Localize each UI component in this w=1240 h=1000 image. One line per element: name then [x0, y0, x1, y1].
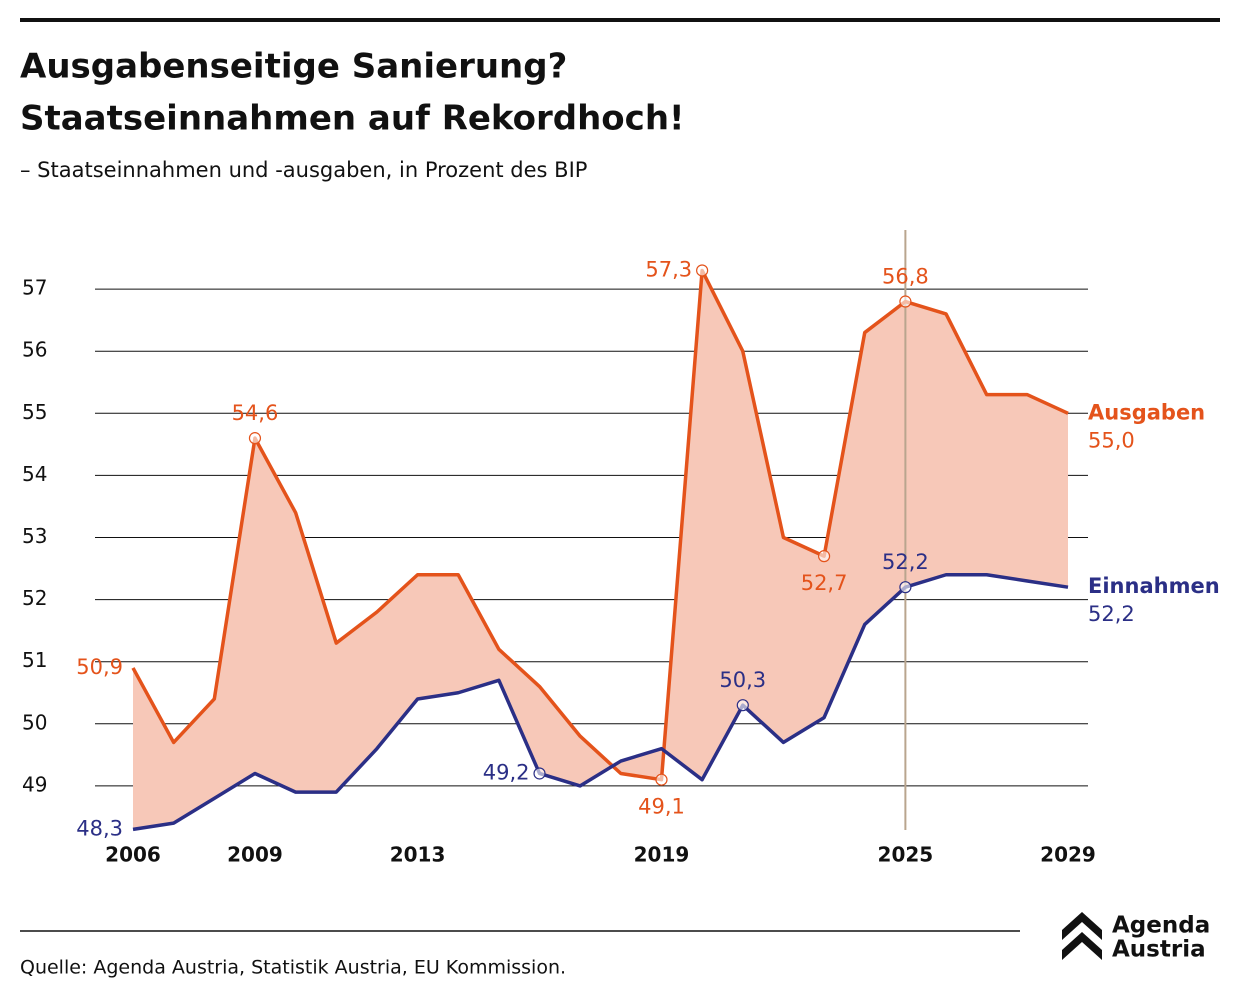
logo-text: Agenda — [1112, 913, 1210, 939]
data-label: 49,2 — [483, 760, 530, 784]
series-line — [131, 268, 1069, 782]
point-marker — [736, 699, 749, 712]
point-marker — [899, 295, 912, 308]
point-marker — [817, 550, 831, 563]
point-marker — [899, 581, 912, 594]
point-marker — [533, 767, 546, 780]
logo-text: Austria — [1112, 937, 1206, 963]
data-label: 57,3 — [645, 257, 692, 281]
data-label: 56,8 — [882, 265, 929, 289]
data-label: 50,9 — [76, 655, 123, 679]
x-tick-label: 2013 — [390, 843, 446, 867]
y-tick-label: 49 — [22, 772, 47, 796]
y-tick-label: 53 — [22, 524, 47, 548]
x-tick-label: 2025 — [878, 843, 934, 867]
source: Quelle: Agenda Austria, Statistik Austri… — [20, 957, 566, 979]
series-line — [132, 573, 1069, 832]
y-tick-label: 54 — [22, 462, 47, 486]
chart-title: Ausgabenseitige Sanierung? — [20, 47, 567, 87]
x-tick-label: 2019 — [634, 843, 690, 867]
y-tick-label: 56 — [22, 338, 47, 362]
gap-area — [133, 270, 1068, 830]
data-label: 52,7 — [801, 571, 848, 595]
y-tick-label: 51 — [22, 648, 47, 672]
x-tick-label: 2006 — [105, 843, 161, 867]
chart-title: Staatseinnahmen auf Rekordhoch! — [20, 99, 685, 139]
data-label: 52,2 — [1088, 602, 1135, 626]
data-label: 48,3 — [76, 816, 123, 840]
point-marker — [696, 264, 709, 277]
point-marker — [248, 432, 262, 445]
legend-label: Einnahmen — [1088, 574, 1220, 598]
data-label: 52,2 — [882, 550, 929, 574]
y-tick-label: 52 — [22, 586, 47, 610]
legend-label: Ausgaben — [1088, 400, 1205, 424]
data-label: 54,6 — [232, 401, 279, 425]
data-label: 49,1 — [638, 795, 685, 819]
chart-subtitle: – Staatseinnahmen und -ausgaben, in Proz… — [20, 158, 587, 182]
point-marker — [655, 773, 668, 786]
logo-icon — [1062, 912, 1102, 960]
data-label: 55,0 — [1088, 428, 1135, 452]
x-tick-label: 2029 — [1040, 843, 1096, 867]
data-label: 50,3 — [719, 668, 766, 692]
y-tick-label: 57 — [22, 276, 47, 300]
y-tick-label: 50 — [22, 710, 47, 734]
x-tick-label: 2009 — [227, 843, 283, 867]
y-tick-label: 55 — [22, 400, 47, 424]
logo: Agenda Austria — [1062, 912, 1210, 963]
